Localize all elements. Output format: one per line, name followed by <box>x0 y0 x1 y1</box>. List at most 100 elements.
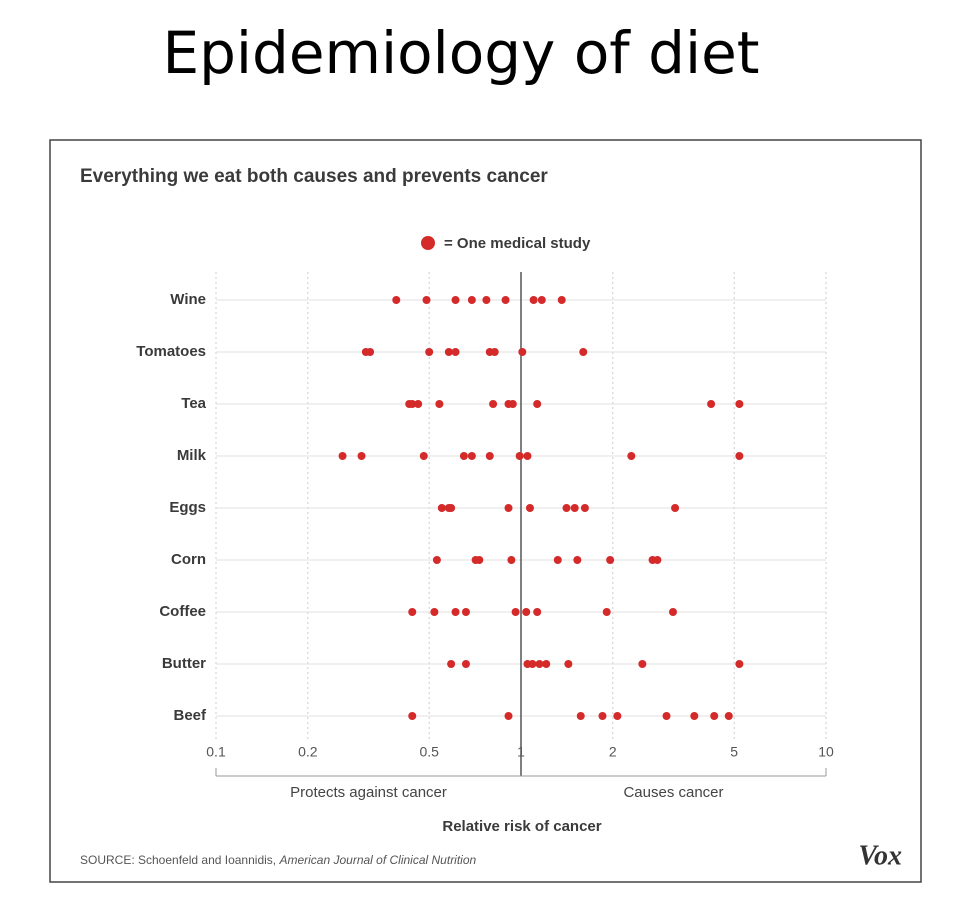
study-dot <box>475 556 484 564</box>
study-dot <box>735 400 744 408</box>
category-label: Butter <box>162 655 206 672</box>
study-dot <box>467 296 476 304</box>
study-dot <box>425 348 434 356</box>
study-dot <box>529 296 538 304</box>
study-dot <box>451 348 460 356</box>
study-dot <box>414 400 423 408</box>
study-dot <box>576 712 585 720</box>
study-dot <box>408 712 417 720</box>
study-dot <box>690 712 699 720</box>
category-label: Corn <box>171 551 206 568</box>
x-tick-label: 5 <box>730 744 738 760</box>
study-dot <box>444 348 453 356</box>
x-tick-label: 0.5 <box>419 744 439 760</box>
study-dot <box>338 452 347 460</box>
x-tick-label: 10 <box>818 744 834 760</box>
study-dot <box>602 608 611 616</box>
study-dot <box>570 504 579 512</box>
study-dot <box>408 608 417 616</box>
study-dot <box>515 452 524 460</box>
study-dot <box>564 660 573 668</box>
study-dot <box>724 712 733 720</box>
category-label: Tomatoes <box>136 343 206 360</box>
study-dot <box>735 660 744 668</box>
study-dot <box>485 452 494 460</box>
logo: Vox <box>858 840 902 871</box>
source-text: SOURCE: Schoenfeld and Ioannidis, <box>80 853 279 867</box>
study-dot <box>638 660 647 668</box>
x-tick-label: 2 <box>609 744 617 760</box>
study-dot <box>435 400 444 408</box>
study-dot <box>533 608 542 616</box>
study-dot <box>447 660 456 668</box>
study-dot <box>432 556 441 564</box>
study-dot <box>357 452 366 460</box>
study-dot <box>422 296 431 304</box>
study-dot <box>562 504 571 512</box>
study-dot <box>507 556 516 564</box>
study-dot <box>533 400 542 408</box>
study-dot <box>482 296 491 304</box>
study-dot <box>451 296 460 304</box>
study-dot <box>461 608 470 616</box>
study-dot <box>668 608 677 616</box>
slide-title: Epidemiology of diet <box>162 19 759 87</box>
study-dot <box>508 400 517 408</box>
chart-title: Everything we eat both causes and preven… <box>80 166 548 187</box>
study-dot <box>606 556 615 564</box>
category-label: Tea <box>181 395 206 412</box>
study-dot <box>451 608 460 616</box>
study-dot <box>392 296 401 304</box>
category-label: Beef <box>173 707 207 724</box>
study-dot <box>542 660 551 668</box>
study-dot <box>553 556 562 564</box>
legend-label: = One medical study <box>444 235 591 252</box>
study-dot <box>447 504 456 512</box>
study-dot <box>504 712 513 720</box>
category-label: Milk <box>177 447 207 464</box>
study-dot <box>408 400 417 408</box>
study-dot <box>707 400 716 408</box>
study-dot <box>627 452 636 460</box>
x-axis-label: Relative risk of cancer <box>442 818 601 835</box>
study-dot <box>489 400 498 408</box>
study-dot <box>580 504 589 512</box>
study-dot <box>467 452 476 460</box>
study-dot <box>613 712 622 720</box>
study-dot <box>653 556 662 564</box>
x-tick-label: 0.1 <box>206 744 226 760</box>
x-tick-label: 0.2 <box>298 744 318 760</box>
study-dot <box>490 348 499 356</box>
annotation: Causes cancer <box>623 784 723 801</box>
study-dot <box>557 296 566 304</box>
study-dot <box>671 504 680 512</box>
study-dot <box>528 660 537 668</box>
study-dot <box>662 712 671 720</box>
study-dot <box>437 504 446 512</box>
study-dot <box>461 660 470 668</box>
source-journal: American Journal of Clinical Nutrition <box>278 853 476 867</box>
legend-marker <box>421 236 435 250</box>
study-dot <box>522 608 531 616</box>
study-dot <box>366 348 375 356</box>
study-dot <box>579 348 588 356</box>
study-dot <box>735 452 744 460</box>
category-label: Eggs <box>169 499 206 516</box>
category-label: Wine <box>170 291 206 308</box>
study-dot <box>459 452 468 460</box>
study-dot <box>419 452 428 460</box>
study-dot <box>573 556 582 564</box>
annotation: Protects against cancer <box>290 784 447 801</box>
study-dot <box>518 348 527 356</box>
study-dot <box>523 452 532 460</box>
study-dot <box>511 608 520 616</box>
study-dot <box>501 296 510 304</box>
study-dot <box>710 712 719 720</box>
study-dot <box>525 504 534 512</box>
category-label: Coffee <box>159 603 206 620</box>
study-dot <box>535 660 544 668</box>
study-dot <box>598 712 607 720</box>
study-dot <box>537 296 546 304</box>
source: SOURCE: Schoenfeld and Ioannidis, Americ… <box>80 853 477 867</box>
